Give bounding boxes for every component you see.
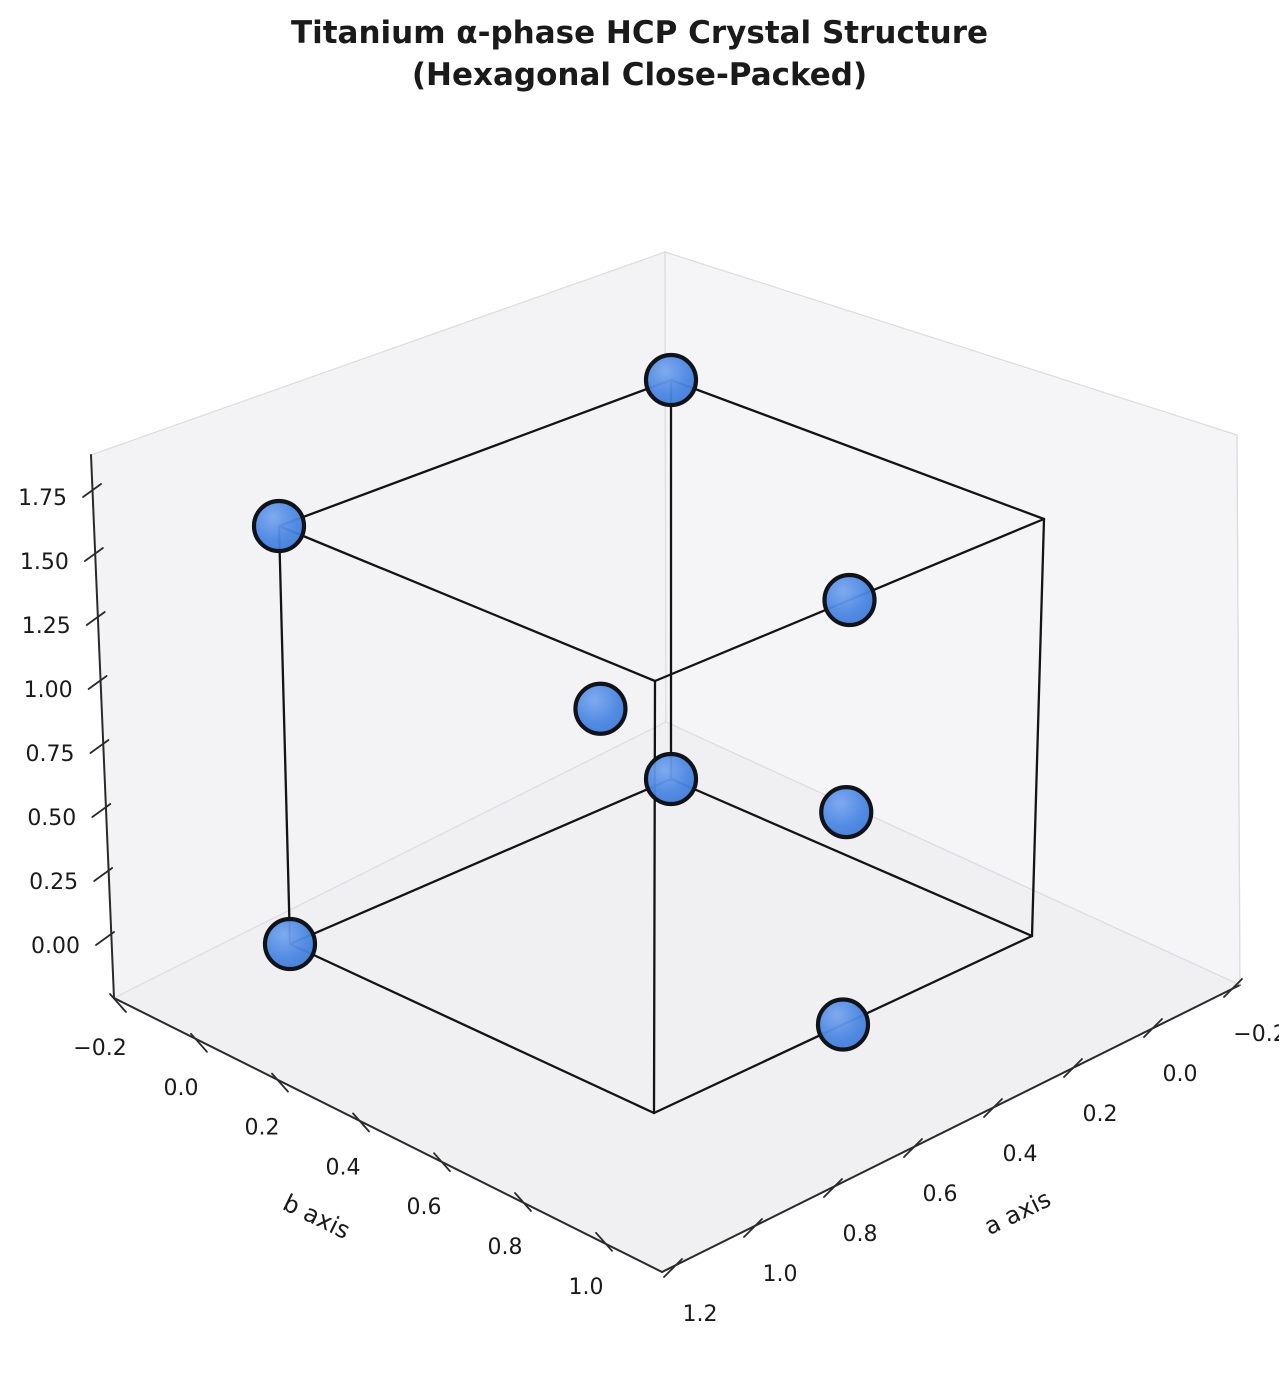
- titanium-atom-marker: [643, 352, 699, 408]
- b-axis-tick: [433, 1152, 451, 1173]
- a-axis-tick: [1223, 978, 1243, 998]
- z-tick-label: 1.50: [20, 550, 69, 575]
- unit-cell-edge: [288, 777, 673, 946]
- z-tick-label: 1.75: [18, 486, 67, 511]
- chart-title-line2: (Hexagonal Close-Packed): [411, 57, 868, 93]
- z-tick-label: 1.00: [24, 678, 73, 703]
- a-axis-tick: [983, 1098, 1003, 1118]
- unit-cell-edge: [277, 524, 292, 946]
- unit-cell-edge: [277, 378, 673, 528]
- a-tick-label: 0.8: [843, 1222, 878, 1247]
- z-axis-tick: [95, 931, 115, 946]
- b-tick-label: 1.0: [569, 1275, 604, 1300]
- a-axis-tick: [663, 1258, 683, 1278]
- b-tick-label: −0.2: [73, 1036, 126, 1061]
- unit-cell-edge: [1030, 517, 1046, 938]
- a-tick-label: 0.6: [923, 1182, 958, 1207]
- z-tick-label: 0.50: [27, 806, 76, 831]
- a-tick-label: 1.0: [763, 1262, 798, 1287]
- a-tick-label: 0.2: [1083, 1102, 1118, 1127]
- z-axis-tick: [84, 547, 104, 562]
- z-axis-tick: [87, 675, 108, 690]
- b-axis-tick: [595, 1231, 613, 1252]
- a-axis-tick: [1143, 1018, 1163, 1038]
- b-tick-label: 0.0: [164, 1076, 199, 1101]
- a-axis-tick: [1063, 1058, 1083, 1078]
- titanium-atom-marker: [573, 681, 628, 736]
- a-axis-label: a axis: [980, 1185, 1056, 1241]
- unit-cell-edge: [288, 942, 656, 1115]
- b-axis-tick: [271, 1072, 289, 1093]
- z-axis-line: [90, 454, 115, 999]
- z-tick-label: 0.25: [29, 870, 78, 895]
- titanium-atom-marker: [262, 916, 318, 972]
- b-axis-tick: [352, 1112, 370, 1133]
- z-axis-tick: [89, 739, 110, 754]
- a-axis-line: [661, 984, 1241, 1273]
- titanium-atom-marker: [815, 997, 871, 1052]
- z-axis-tick: [85, 611, 106, 626]
- z-tick-label: 1.25: [22, 614, 71, 639]
- b-axis-tick: [109, 993, 127, 1013]
- unit-cell-edge: [669, 378, 1046, 521]
- a-axis-tick: [823, 1178, 843, 1198]
- a-tick-label: 0.0: [1163, 1062, 1198, 1087]
- a-tick-label: 1.2: [683, 1302, 718, 1327]
- titanium-atom-marker: [822, 572, 877, 628]
- b-axis-label: b axis: [278, 1189, 354, 1245]
- unit-cell-edge: [669, 777, 1034, 938]
- titanium-atom-marker: [819, 785, 874, 840]
- titanium-atom-marker: [643, 751, 699, 807]
- a-axis-tick: [903, 1138, 923, 1158]
- b-axis-tick: [514, 1192, 532, 1212]
- z-axis-tick: [93, 867, 114, 882]
- b-tick-label: 0.2: [245, 1116, 280, 1141]
- titanium-atom-marker: [251, 498, 307, 554]
- z-tick-label: 0.75: [25, 742, 74, 767]
- b-tick-label: 0.8: [488, 1235, 523, 1260]
- unit-cell-edge: [277, 524, 657, 683]
- z-tick-label: 0.00: [31, 934, 80, 959]
- b-tick-label: 0.4: [326, 1155, 361, 1180]
- z-axis-tick: [82, 483, 102, 498]
- b-axis-tick: [190, 1032, 208, 1053]
- z-axis-tick: [91, 803, 112, 818]
- pane-edge-right: [1236, 434, 1241, 986]
- a-axis-tick: [743, 1218, 763, 1238]
- b-tick-label: 0.6: [407, 1195, 442, 1220]
- a-tick-label: 0.4: [1003, 1142, 1038, 1167]
- unit-cell-edge: [652, 679, 657, 1115]
- a-tick-label: −0.2: [1233, 1022, 1279, 1047]
- chart-title-line1: Titanium α-phase HCP Crystal Structure: [290, 15, 989, 51]
- b-axis-line: [113, 997, 663, 1273]
